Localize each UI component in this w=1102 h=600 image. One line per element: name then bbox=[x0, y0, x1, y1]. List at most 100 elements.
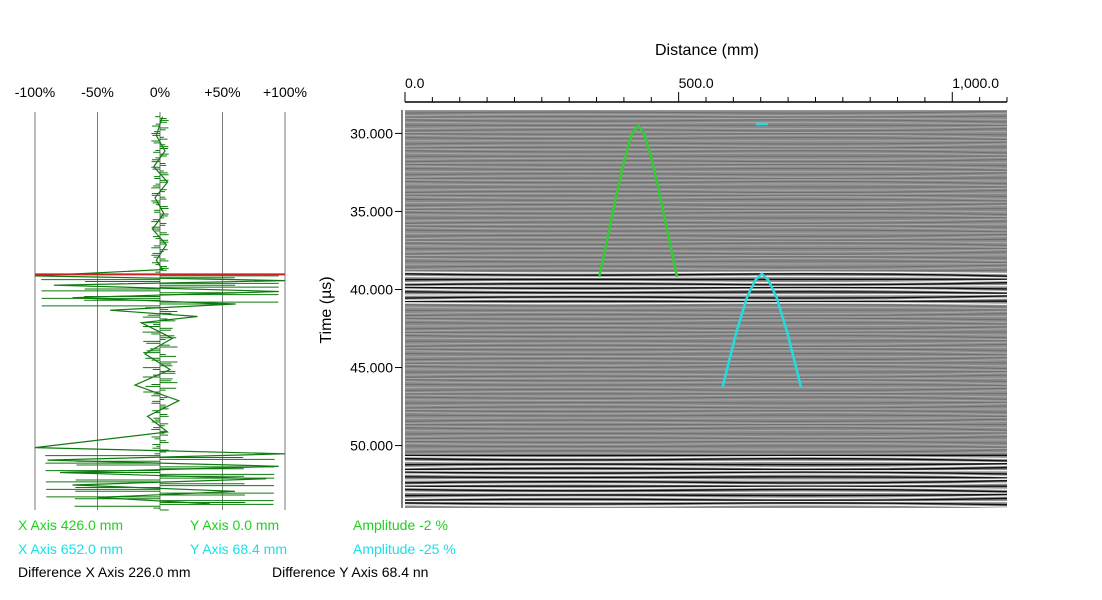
scan-row bbox=[405, 269, 1007, 272]
distance-tick-label: 1,000.0 bbox=[952, 75, 999, 91]
scan-row bbox=[405, 328, 1007, 332]
scan-row bbox=[405, 368, 1007, 371]
scan-row bbox=[405, 383, 1007, 387]
scan-row bbox=[405, 504, 1007, 508]
scan-row bbox=[405, 148, 1007, 151]
scan-row bbox=[405, 334, 1007, 339]
scan-row bbox=[405, 300, 1007, 303]
scan-row bbox=[405, 405, 1007, 409]
scan-row bbox=[405, 137, 1007, 141]
scan-row bbox=[405, 460, 1007, 464]
scan-row bbox=[405, 309, 1007, 311]
scan-row bbox=[405, 479, 1007, 484]
scan-row bbox=[405, 251, 1007, 255]
scan-image[interactable] bbox=[405, 110, 1007, 508]
amplitude-tick-label: -50% bbox=[81, 84, 114, 100]
amplitude-tick-labels: -100% -50% 0% +50% +100% bbox=[15, 84, 307, 100]
scan-row bbox=[405, 266, 1007, 271]
green-cursor-curve[interactable] bbox=[598, 124, 679, 278]
scan-row bbox=[405, 306, 1007, 310]
scan-row bbox=[405, 128, 1007, 132]
scan-row bbox=[405, 194, 1007, 197]
scan-row bbox=[405, 282, 1007, 286]
cursor2-x-readout: X Axis 652.0 mm bbox=[18, 541, 124, 557]
scan-row bbox=[405, 374, 1007, 378]
scan-row bbox=[405, 146, 1007, 149]
scan-row bbox=[405, 410, 1007, 413]
scan-row bbox=[405, 210, 1007, 213]
scan-row bbox=[405, 447, 1007, 450]
scan-row bbox=[405, 225, 1007, 228]
scan-row bbox=[405, 502, 1007, 506]
scan-row bbox=[405, 350, 1007, 354]
cyan-cursor-curve[interactable] bbox=[721, 272, 803, 389]
scan-row bbox=[405, 183, 1007, 187]
scan-row bbox=[405, 486, 1007, 491]
scan-row bbox=[405, 456, 1007, 460]
scan-row bbox=[405, 245, 1007, 248]
scan-row bbox=[405, 427, 1007, 431]
scan-row bbox=[405, 302, 1007, 306]
scan-row bbox=[405, 379, 1007, 382]
time-tick-label: 30.000 bbox=[350, 125, 393, 141]
scan-row bbox=[405, 291, 1007, 295]
scan-row bbox=[405, 401, 1007, 404]
scan-row bbox=[405, 497, 1007, 502]
scan-row bbox=[405, 196, 1007, 200]
scan-row bbox=[405, 304, 1007, 308]
scan-row bbox=[405, 180, 1007, 185]
scan-row bbox=[405, 156, 1007, 160]
scan-row bbox=[405, 264, 1007, 268]
scan-row bbox=[405, 254, 1007, 257]
scan-row bbox=[405, 466, 1007, 471]
scan-row bbox=[405, 403, 1007, 407]
scan-row bbox=[405, 297, 1007, 301]
amplitude-tick-label: 0% bbox=[150, 84, 170, 100]
scan-row bbox=[405, 220, 1007, 224]
scan-row bbox=[405, 179, 1007, 182]
scan-row bbox=[405, 189, 1007, 194]
cursor2-amplitude-readout: Amplitude -25 % bbox=[353, 541, 456, 557]
scan-row bbox=[405, 150, 1007, 154]
scan-row bbox=[405, 187, 1007, 191]
scan-row bbox=[405, 337, 1007, 341]
time-tick-label: 50.000 bbox=[350, 438, 393, 454]
scan-row bbox=[405, 433, 1007, 438]
distance-axis-title: Distance (mm) bbox=[655, 42, 759, 59]
scan-row bbox=[405, 473, 1007, 478]
scan-row bbox=[405, 158, 1007, 163]
scan-row bbox=[405, 121, 1007, 125]
time-axis-title: Time (µs) bbox=[318, 276, 335, 343]
scan-row bbox=[405, 442, 1007, 447]
scan-row bbox=[405, 491, 1007, 495]
scan-row bbox=[405, 445, 1007, 448]
scan-row bbox=[405, 174, 1007, 178]
scan-row bbox=[405, 464, 1007, 469]
bscan-panel: Distance (mm) 0.0 500.0 1,000.0 Time (µs) … bbox=[318, 42, 1008, 508]
scan-row bbox=[405, 238, 1007, 241]
scan-row bbox=[405, 430, 1007, 433]
scan-row bbox=[405, 399, 1007, 402]
scan-row bbox=[405, 131, 1007, 133]
scan-row bbox=[405, 411, 1007, 416]
distance-tick-label: 0.0 bbox=[405, 75, 425, 91]
scan-row bbox=[405, 478, 1007, 481]
cursor-overlays[interactable] bbox=[598, 122, 803, 389]
scan-row bbox=[405, 343, 1007, 347]
scan-row bbox=[405, 133, 1007, 136]
cursor1-amplitude-readout: Amplitude -2 % bbox=[353, 517, 448, 533]
scan-row bbox=[405, 495, 1007, 500]
scan-row bbox=[405, 417, 1007, 419]
scan-row bbox=[405, 192, 1007, 195]
scan-row bbox=[405, 214, 1007, 217]
scan-row bbox=[405, 370, 1007, 373]
scan-row bbox=[405, 112, 1007, 117]
scan-row bbox=[405, 420, 1007, 424]
scan-row bbox=[405, 235, 1007, 240]
amplitude-trace bbox=[34, 116, 286, 511]
scan-row bbox=[405, 310, 1007, 314]
scan-row bbox=[405, 143, 1007, 147]
cursor1-x-readout: X Axis 426.0 mm bbox=[18, 517, 124, 533]
scan-row bbox=[405, 414, 1007, 417]
